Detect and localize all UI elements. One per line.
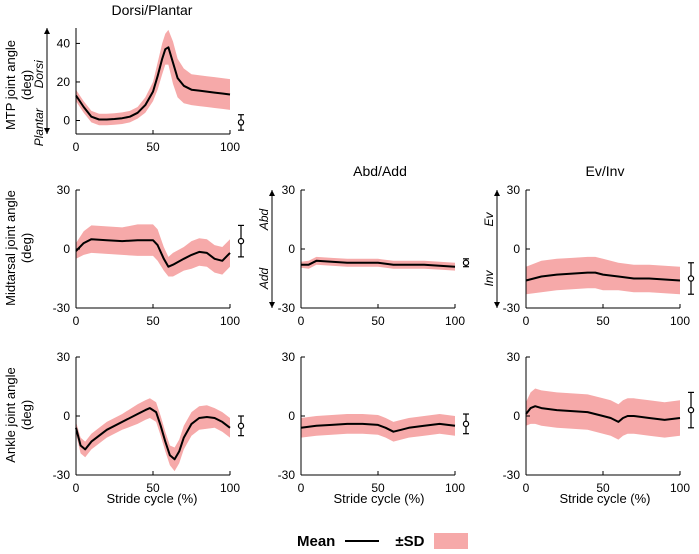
- x-tick-label: 0: [298, 481, 305, 495]
- sd-band-ankle-ev: [526, 388, 680, 440]
- x-tick-label: 100: [445, 314, 465, 328]
- x-axis-label-col3: Stride cycle (%): [559, 491, 650, 506]
- legend-sd-label: ±SD: [395, 532, 425, 550]
- y-tick-label: -30: [503, 468, 521, 482]
- error-bar-ankle-abd: [462, 413, 470, 435]
- row-label-ankle-line2: (deg): [19, 400, 34, 430]
- x-tick-label: 100: [220, 481, 240, 495]
- x-tick-label: 50: [596, 481, 610, 495]
- sd-band-mtp-dorsi: [76, 29, 230, 126]
- mean-line-mtp-dorsi: [75, 46, 231, 121]
- x-axis-label-col2: Stride cycle (%): [333, 491, 424, 506]
- direction-indicator-midtarsal-ev: Ev Inv: [482, 190, 500, 308]
- x-tick-label: 50: [371, 314, 385, 328]
- y-tick-label: -30: [278, 301, 296, 315]
- mean-line-midtarsal-ev: [525, 271, 681, 282]
- row-label-ankle-line1: Ankle joint angle: [3, 367, 18, 462]
- y-tick-label: 0: [288, 242, 295, 256]
- error-bar-mtp-dorsi: [237, 114, 245, 131]
- column-title-abd-add: Abd/Add: [353, 163, 407, 179]
- direction-label-negative: Inv: [482, 270, 496, 287]
- y-tick-label: 30: [507, 183, 521, 197]
- x-tick-label: 100: [220, 314, 240, 328]
- y-tick-label: 0: [63, 409, 70, 423]
- x-tick-label: 50: [146, 314, 160, 328]
- mean-line-ankle-abd: [300, 422, 456, 433]
- x-tick-label: 50: [371, 481, 385, 495]
- x-tick-label: 50: [146, 140, 160, 154]
- x-tick-label: 0: [73, 140, 80, 154]
- direction-indicator-mtp-dorsi: Dorsi Plantar: [32, 28, 50, 146]
- sd-band-ankle-abd: [301, 414, 455, 442]
- sd-band-ankle-dorsi: [76, 398, 230, 472]
- error-bar-ankle-ev: [687, 391, 695, 429]
- direction-label-positive: Ev: [482, 212, 496, 227]
- y-tick-label: 0: [513, 409, 520, 423]
- x-axis-label-col1: Stride cycle (%): [106, 491, 197, 506]
- row-label-mtp-line2: (deg): [19, 70, 34, 100]
- direction-label-positive: Dorsi: [32, 60, 46, 88]
- x-tick-label: 100: [670, 481, 690, 495]
- y-tick-label: 40: [57, 36, 71, 50]
- legend-mean-label: Mean: [297, 532, 336, 550]
- x-tick-label: 0: [298, 314, 305, 328]
- y-tick-label: 20: [57, 75, 71, 89]
- legend-mean-line: [345, 540, 380, 542]
- x-tick-label: 100: [445, 481, 465, 495]
- mean-line-ankle-ev: [525, 405, 681, 423]
- y-tick-label: 0: [513, 242, 520, 256]
- y-tick-label: -30: [503, 301, 521, 315]
- x-tick-label: 0: [73, 314, 80, 328]
- y-tick-label: 0: [63, 242, 70, 256]
- direction-label-negative: Plantar: [32, 107, 46, 146]
- row-label-midtarsal-line2: (deg): [19, 233, 34, 263]
- row-label-mtp-line1: MTP joint angle: [3, 40, 18, 130]
- direction-label-positive: Abd: [257, 209, 271, 232]
- x-tick-label: 50: [146, 481, 160, 495]
- x-tick-label: 100: [670, 314, 690, 328]
- sd-band-midtarsal-dorsi: [76, 224, 230, 277]
- direction-indicator-midtarsal-abd: Abd Add: [257, 190, 275, 308]
- y-tick-label: 0: [288, 409, 295, 423]
- y-tick-label: -30: [53, 301, 71, 315]
- x-tick-label: 50: [596, 314, 610, 328]
- mean-line-midtarsal-dorsi: [75, 238, 231, 268]
- x-tick-label: 0: [523, 314, 530, 328]
- row-label-midtarsal-line1: Midtarsal joint angle: [3, 190, 18, 306]
- chart-panel-mtp-dorsi: 0 50 100 0 20 40 Dorsi Plantar: [32, 28, 245, 154]
- column-title-dorsi-plantar: Dorsi/Plantar: [112, 2, 193, 18]
- y-tick-label: -30: [278, 468, 296, 482]
- x-tick-label: 100: [220, 140, 240, 154]
- column-title-ev-inv: Ev/Inv: [586, 163, 625, 179]
- y-tick-label: 30: [57, 183, 71, 197]
- legend-sd-swatch: [434, 533, 469, 549]
- mean-line-midtarsal-abd: [301, 259, 456, 268]
- error-bar-ankle-dorsi: [237, 415, 245, 437]
- x-tick-label: 0: [73, 481, 80, 495]
- error-bar-midtarsal-dorsi: [237, 224, 245, 258]
- error-bar-midtarsal-abd: [462, 258, 470, 268]
- x-tick-label: 0: [523, 481, 530, 495]
- legend: Mean ±SD: [297, 531, 469, 551]
- y-tick-label: 0: [63, 114, 70, 128]
- mean-line-ankle-dorsi: [75, 407, 231, 461]
- y-tick-label: 30: [57, 350, 71, 364]
- direction-label-negative: Add: [257, 268, 271, 291]
- y-tick-label: 30: [507, 350, 521, 364]
- y-tick-label: 30: [282, 350, 296, 364]
- error-bar-midtarsal-ev: [687, 262, 695, 295]
- y-tick-label: 30: [282, 183, 296, 197]
- y-tick-label: -30: [53, 468, 71, 482]
